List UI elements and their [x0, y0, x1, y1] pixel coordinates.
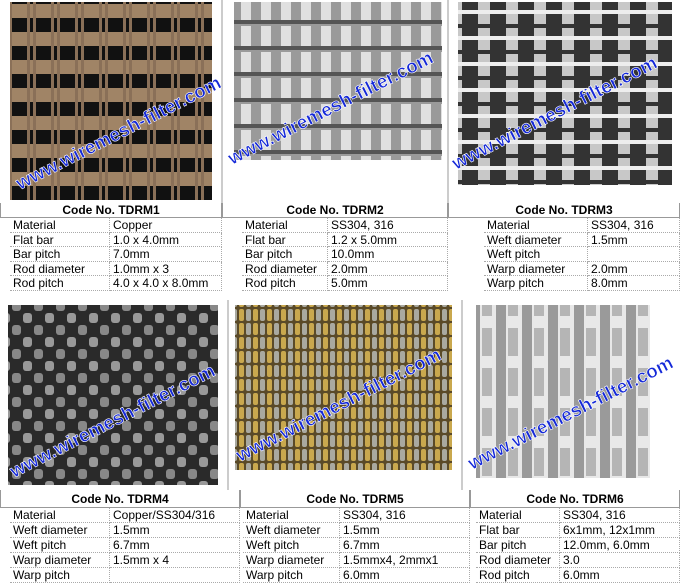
spec-label: Warp pitch: [243, 568, 340, 583]
code-label: Code No. TDRM5: [240, 490, 470, 508]
code-label: Code No. TDRM3: [448, 203, 680, 218]
spec-label: Warp diameter: [10, 553, 110, 568]
spec-value: 7.0mm: [110, 247, 222, 262]
spec-value: 5.0mm: [328, 276, 448, 291]
spec-value: 6.7mm: [110, 538, 240, 553]
photo: [8, 305, 218, 485]
spec-label: Rod diameter: [10, 261, 110, 276]
spec-value: 6x1mm, 12x1mm: [560, 523, 680, 538]
spec-value: 2.0mm: [328, 261, 448, 276]
spec-label: Warp pitch: [484, 276, 588, 291]
spec-label: Bar pitch: [476, 538, 560, 553]
spec-value: 1.0mm x 3: [110, 261, 222, 276]
spec-label: Weft pitch: [484, 247, 588, 262]
spec-value: SS304, 316: [560, 508, 680, 523]
photo: [235, 305, 452, 470]
spec-value: 1.2 x 5.0mm: [328, 232, 448, 247]
spec-label: Weft diameter: [243, 523, 340, 538]
spec-label: Weft diameter: [484, 232, 588, 247]
spec-label: Rod diameter: [476, 553, 560, 568]
spec-label: Material: [10, 508, 110, 523]
spec-label: Warp pitch: [10, 568, 110, 583]
code-label: Code No. TDRM1: [0, 203, 222, 218]
spec-value: Copper/SS304/316: [110, 508, 240, 523]
spec-label: Bar pitch: [10, 247, 110, 262]
spec-label: Flat bar: [10, 232, 110, 247]
spec-label: Weft diameter: [10, 523, 110, 538]
spec-value: 1.5mm: [110, 523, 240, 538]
spec-label: Rod pitch: [242, 276, 328, 291]
code-label: Code No. TDRM4: [0, 490, 240, 508]
spec-label: Flat bar: [242, 232, 328, 247]
spec-value: SS304, 316: [340, 508, 470, 523]
spec-label: Bar pitch: [242, 247, 328, 262]
spec-value: 1.5mm: [340, 523, 470, 538]
spec-label: Material: [476, 508, 560, 523]
spec-value: 2.0mm: [588, 261, 680, 276]
spec-value: 10.0mm: [328, 247, 448, 262]
code-label: Code No. TDRM2: [222, 203, 448, 218]
spec-value: 6.7mm: [340, 538, 470, 553]
spec-value: 1.5mm: [588, 232, 680, 247]
spec-label: Material: [242, 218, 328, 233]
spec-label: Material: [484, 218, 588, 233]
spec-value: 4.0 x 4.0 x 8.0mm: [110, 276, 222, 291]
photo: [234, 2, 442, 160]
spec-value: 1.5mmx4, 2mmx1: [340, 553, 470, 568]
spec-value: [110, 568, 240, 583]
photo: [458, 2, 672, 185]
spec-label: Rod diameter: [242, 261, 328, 276]
spec-value: 6.0mm: [560, 568, 680, 583]
spec-value: 1.5mm x 4: [110, 553, 240, 568]
spec-value: SS304, 316: [588, 218, 680, 233]
photo: [10, 2, 212, 200]
spec-label: Weft pitch: [243, 538, 340, 553]
spec-value: [588, 247, 680, 262]
spec-value: SS304, 316: [328, 218, 448, 233]
spec-value: 8.0mm: [588, 276, 680, 291]
spec-label: Flat bar: [476, 523, 560, 538]
spec-value: Copper: [110, 218, 222, 233]
spec-value: 1.0 x 4.0mm: [110, 232, 222, 247]
spec-label: Rod pitch: [476, 568, 560, 583]
spec-value: 6.0mm: [340, 568, 470, 583]
spec-label: Weft pitch: [10, 538, 110, 553]
spec-label: Warp diameter: [243, 553, 340, 568]
spec-value: 12.0mm, 6.0mm: [560, 538, 680, 553]
spec-label: Material: [243, 508, 340, 523]
spec-label: Material: [10, 218, 110, 233]
spec-value: 3.0: [560, 553, 680, 568]
spec-label: Rod pitch: [10, 276, 110, 291]
photo: [476, 305, 650, 478]
spec-label: Warp diameter: [484, 261, 588, 276]
code-label: Code No. TDRM6: [470, 490, 680, 508]
